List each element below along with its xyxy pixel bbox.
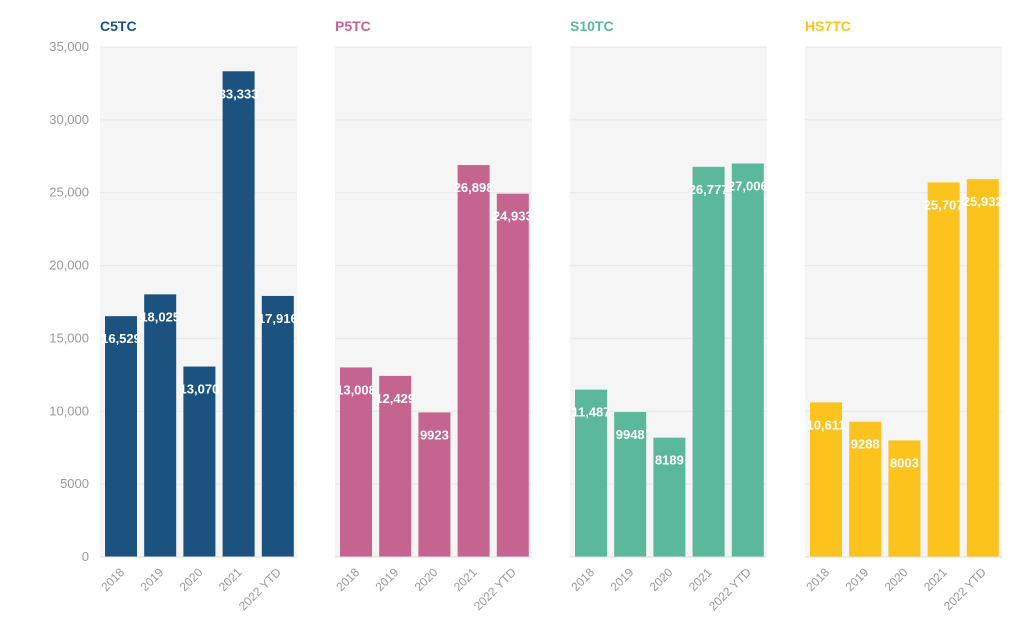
bar-p5tc-2021 [457,165,490,557]
bar-hs7tc-2021 [927,182,960,557]
bar-s10tc-2020 [653,437,686,557]
x-tick-label-p5tc-2: 2020 [412,565,441,594]
y-tick-label-2: 10,000 [49,403,89,418]
x-tick-label-p5tc-4: 2022 YTD [471,565,519,613]
panel-title-p5tc: P5TC [335,18,371,34]
data-label-hs7tc-3: 25,707 [924,197,964,212]
x-tick-label-s10tc-2: 2020 [647,565,676,594]
data-label-hs7tc-2: 8003 [890,455,919,470]
bar-c5tc-2019 [144,294,177,557]
panel-title-hs7tc: HS7TC [805,18,851,34]
data-label-p5tc-4: 24,933 [493,209,533,224]
y-tick-label-5: 25,000 [49,185,89,200]
bar-hs7tc-2022-ytd [966,179,999,557]
x-tick-label-s10tc-3: 2021 [686,565,715,594]
x-tick-label-c5tc-4: 2022 YTD [236,565,284,613]
data-label-s10tc-4: 27,006 [728,178,768,193]
x-tick-label-s10tc-4: 2022 YTD [706,565,754,613]
x-tick-label-hs7tc-0: 2018 [803,565,832,594]
x-tick-label-hs7tc-2: 2020 [882,565,911,594]
bar-p5tc-2018 [340,367,372,557]
data-label-p5tc-2: 9923 [420,427,449,442]
x-tick-label-hs7tc-4: 2022 YTD [941,565,989,613]
data-label-p5tc-3: 26,898 [454,180,494,195]
bar-hs7tc-2019 [849,421,882,557]
panel-title-s10tc: S10TC [570,18,614,34]
panel-title-c5tc: C5TC [100,18,137,34]
x-tick-label-p5tc-1: 2019 [373,565,402,594]
x-tick-label-c5tc-3: 2021 [216,565,245,594]
bar-hs7tc-2020 [888,440,921,557]
data-label-hs7tc-1: 9288 [851,437,880,452]
bar-c5tc-2018 [105,316,137,557]
bar-p5tc-2019 [379,375,412,557]
data-label-c5tc-2: 13,070 [180,382,220,397]
bar-s10tc-2022-ytd [731,163,764,557]
data-label-s10tc-1: 9948 [616,427,645,442]
data-label-s10tc-3: 26,777 [689,182,729,197]
bar-s10tc-2018 [575,389,607,557]
bar-hs7tc-2018 [810,402,842,557]
bar-c5tc-2022-ytd [261,295,294,557]
x-tick-label-p5tc-3: 2021 [451,565,480,594]
data-label-hs7tc-4: 25,932 [963,194,1003,209]
bar-c5tc-2021 [222,71,255,557]
bar-s10tc-2019 [614,412,647,557]
data-label-s10tc-2: 8189 [655,453,684,468]
y-tick-label-1: 5000 [60,476,89,491]
y-tick-label-3: 15,000 [49,330,89,345]
bar-p5tc-2020 [418,412,451,557]
bar-p5tc-2022-ytd [496,193,529,558]
y-tick-label-4: 20,000 [49,258,89,273]
data-label-c5tc-4: 17,916 [258,311,298,326]
x-tick-label-s10tc-1: 2019 [608,565,637,594]
x-tick-label-c5tc-2: 2020 [177,565,206,594]
data-label-c5tc-1: 18,025 [140,309,180,324]
data-label-c5tc-0: 16,529 [101,331,141,346]
data-label-p5tc-1: 12,429 [375,391,415,406]
bar-s10tc-2021 [692,166,725,557]
data-label-hs7tc-0: 10,611 [806,417,845,432]
x-tick-label-p5tc-0: 2018 [333,565,362,594]
data-label-s10tc-0: 11,487 [571,405,610,420]
x-tick-label-hs7tc-1: 2019 [843,565,872,594]
y-tick-label-7: 35,000 [49,39,89,54]
bar-c5tc-2020 [183,366,216,557]
x-tick-label-s10tc-0: 2018 [568,565,597,594]
y-tick-label-0: 0 [82,549,89,564]
x-tick-label-c5tc-0: 2018 [98,565,127,594]
data-label-c5tc-3: 33,333 [219,86,259,101]
x-tick-label-hs7tc-3: 2021 [921,565,950,594]
x-tick-label-c5tc-1: 2019 [138,565,167,594]
y-tick-label-6: 30,000 [49,112,89,127]
data-label-p5tc-0: 13,008 [336,382,376,397]
